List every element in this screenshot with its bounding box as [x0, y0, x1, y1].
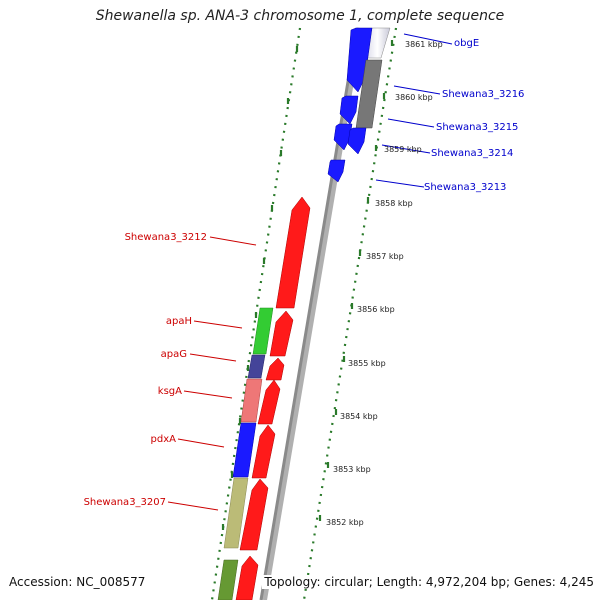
gene-arrow-shewana3-3215[interactable]	[333, 123, 353, 151]
category-block-slate	[247, 354, 266, 379]
kbp-label: 3854 kbp	[340, 412, 378, 421]
gene-arrow-apah[interactable]	[269, 310, 294, 357]
gene-label-shewana3-3214[interactable]: Shewana3_3214	[431, 148, 513, 159]
gene-label-shewana3-3215[interactable]: Shewana3_3215	[436, 122, 518, 133]
kbp-label: 3855 kbp	[348, 359, 386, 368]
kbp-label: 3853 kbp	[333, 465, 371, 474]
category-block-green	[252, 307, 274, 355]
gene-label-apag[interactable]: apaG	[161, 349, 187, 360]
gene-label-shewana3-3212[interactable]: Shewana3_3212	[125, 232, 207, 243]
reverse-strand-genes	[235, 196, 311, 600]
kbp-label: 3852 kbp	[326, 518, 364, 527]
gene-arrow-shewana3-3212[interactable]	[275, 196, 311, 309]
gene-label-ksga[interactable]: ksgA	[158, 386, 182, 397]
category-block-olive	[217, 559, 239, 600]
gene-label-shewana3-3207[interactable]: Shewana3_3207	[84, 497, 166, 508]
gene-label-shewana3-3213[interactable]: Shewana3_3213	[424, 182, 506, 193]
gene-arrow-ksga[interactable]	[257, 379, 281, 425]
category-block-blue	[232, 422, 257, 478]
gene-label-shewana3-3216[interactable]: Shewana3_3216	[442, 89, 524, 100]
kbp-scale-labels: 3861 kbp 3860 kbp 3859 kbp 3858 kbp 3857…	[326, 40, 443, 527]
forward-gene-labels: obgE Shewana3_3216 Shewana3_3215 Shewana…	[424, 38, 524, 193]
major-ticks	[221, 40, 394, 530]
kbp-label: 3861 kbp	[405, 40, 443, 49]
category-blocks	[217, 307, 274, 600]
kbp-label: 3860 kbp	[395, 93, 433, 102]
gene-arrow-next[interactable]	[235, 555, 259, 600]
category-block-khaki	[223, 477, 249, 549]
inner-tick-rail	[302, 27, 398, 600]
backbone-shadow	[261, 27, 363, 600]
category-block-pink	[240, 378, 263, 423]
gene-arrow-apag[interactable]	[265, 357, 285, 381]
gene-arrow-obge[interactable]	[346, 27, 373, 93]
kbp-label: 3856 kbp	[357, 305, 395, 314]
backbone	[259, 27, 359, 600]
gene-arrow-shewana3-3214[interactable]	[347, 127, 367, 155]
topology-text: Topology: circular; Length: 4,972,204 bp…	[262, 575, 594, 589]
accession-text: Accession: NC_008577	[9, 575, 146, 589]
gene-label-apah[interactable]: apaH	[166, 316, 192, 327]
gene-block-shewana3-3216-grey[interactable]	[355, 59, 383, 129]
kbp-label: 3858 kbp	[375, 199, 413, 208]
reverse-gene-labels: Shewana3_3212 apaH apaG ksgA pdxA Shewan…	[84, 232, 207, 508]
forward-strand-genes	[327, 27, 391, 183]
gene-arrow-shewana3-3213[interactable]	[327, 159, 346, 183]
map-title: Shewanella sp. ANA-3 chromosome 1, compl…	[95, 8, 505, 24]
kbp-label: 3859 kbp	[384, 145, 422, 154]
label-leader-lines	[167, 33, 453, 511]
gene-label-obge[interactable]: obgE	[454, 38, 479, 49]
gene-label-pdxa[interactable]: pdxA	[151, 434, 177, 445]
gene-arrow-pdxa[interactable]	[251, 424, 276, 479]
gene-arrow-shewana3-3207[interactable]	[239, 478, 269, 551]
kbp-label: 3857 kbp	[366, 252, 404, 261]
